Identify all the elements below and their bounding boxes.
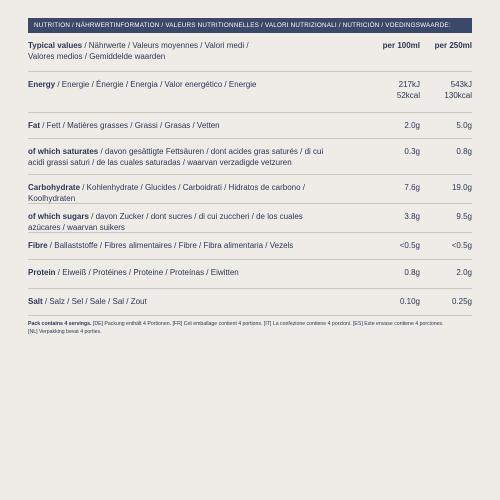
label: Protein / Eiweiß / Protéines / Proteine …: [28, 267, 328, 278]
nutrient-translations: / davon Zucker / dont sucres / di cui zu…: [28, 212, 303, 232]
value-per250: 0.8g: [456, 146, 472, 157]
label: Salt / Salz / Sel / Sale / Sal / Zout: [28, 296, 328, 307]
nutrient-name: Energy: [28, 80, 56, 89]
value: 2.0g: [456, 268, 472, 277]
value-per100: <0.5g: [400, 240, 420, 251]
value: 52kcal: [396, 91, 420, 100]
value: 2.0g: [404, 121, 420, 130]
value: 5.0g: [456, 121, 472, 130]
col-per250: per 250ml: [434, 41, 472, 50]
nutrient-row: Energy / Energie / Énergie / Energia / V…: [28, 72, 472, 113]
nutrient-row: Carbohydrate / Kohlenhydrate / Glucides …: [28, 175, 472, 204]
value: 0.8g: [404, 268, 420, 277]
value-per250: 5.0g: [456, 120, 472, 131]
nutrient-translations: / Ballaststoffe / Fibres alimentaires / …: [47, 241, 294, 250]
value: 130kcal: [444, 91, 472, 100]
nutrient-row: of which saturates / davon gesättigte Fe…: [28, 139, 472, 175]
value-per250: 19.0g: [452, 182, 472, 193]
label: Carbohydrate / Kohlenhydrate / Glucides …: [28, 182, 328, 204]
label-bold: Typical values: [28, 41, 83, 50]
value-per250: 2.0g: [456, 267, 472, 278]
nutrient-row: Salt / Salz / Sel / Sale / Sal / Zout 0.1…: [28, 289, 472, 316]
nutrient-row: Fibre / Ballaststoffe / Fibres alimentai…: [28, 233, 472, 260]
nutrient-name: Fat: [28, 121, 40, 130]
label-rest: / Nährwerte / Valeurs moyennes / Valori …: [28, 41, 249, 61]
value: 543kJ: [450, 80, 472, 89]
nutrient-name: of which sugars: [28, 212, 89, 221]
nutrient-row: of which sugars / davon Zucker / dont su…: [28, 204, 472, 233]
value: 217kJ: [398, 80, 420, 89]
nutrient-translations: / Eiweiß / Protéines / Proteine / Proteí…: [55, 268, 239, 277]
label: Typical values / Nährwerte / Valeurs moy…: [28, 40, 268, 62]
value-per100: 217kJ 52kcal: [397, 79, 420, 101]
nutrient-name: Carbohydrate: [28, 183, 81, 192]
nutrient-translations: / Salz / Sel / Sale / Sal / Zout: [42, 297, 147, 306]
value: 0.10g: [399, 297, 420, 306]
value-per100: 0.3g: [404, 146, 420, 157]
value: 9.5g: [456, 212, 472, 221]
label: Energy / Energie / Énergie / Energia / V…: [28, 79, 328, 90]
value: 7.6g: [404, 183, 420, 192]
value-per100: 2.0g: [404, 120, 420, 131]
label: Fibre / Ballaststoffe / Fibres alimentai…: [28, 240, 328, 251]
label: of which sugars / davon Zucker / dont su…: [28, 211, 328, 233]
value-per100: 0.10g: [400, 296, 420, 307]
nutrient-name: Salt: [28, 297, 43, 306]
nutrient-translations: / Energie / Énergie / Energia / Valor en…: [55, 80, 257, 89]
header-bar: NUTRITION / NÄHRWERTINFORMATION / VALEUR…: [28, 18, 472, 33]
value-per250: 0.25g: [452, 296, 472, 307]
footer: Pack contains 4 servings. [DE] Packung e…: [28, 316, 448, 336]
rows: Energy / Energie / Énergie / Energia / V…: [28, 72, 472, 316]
value-per250: <0.5g: [452, 240, 472, 251]
value-per250: 543kJ 130kcal: [444, 79, 472, 101]
value: <0.5g: [399, 241, 420, 250]
footer-text: [DE] Packung enthält 4 Portionen. [FR] C…: [28, 321, 444, 335]
nutrient-translations: / Kohlenhydrate / Glucides / Carboidrati…: [28, 183, 306, 203]
nutrient-row: Protein / Eiweiß / Protéines / Proteine …: [28, 260, 472, 289]
value: 3.8g: [404, 212, 420, 221]
value: 0.3g: [404, 147, 420, 156]
col-per100: per 100ml: [382, 41, 420, 50]
value: 0.25g: [451, 297, 472, 306]
nutrient-translations: / Fett / Matières grasses / Grassi / Gra…: [40, 121, 220, 130]
nutrient-name: Fibre: [28, 241, 48, 250]
column-header: Typical values / Nährwerte / Valeurs moy…: [28, 33, 472, 72]
label: of which saturates / davon gesättigte Fe…: [28, 146, 328, 168]
nutrient-translations: / davon gesättigte Fettsäuren / dont aci…: [28, 147, 324, 167]
nutrition-table: NUTRITION / NÄHRWERTINFORMATION / VALEUR…: [28, 18, 472, 336]
value: 0.8g: [456, 147, 472, 156]
label: Fat / Fett / Matières grasses / Grassi /…: [28, 120, 328, 131]
nutrient-name: Protein: [28, 268, 56, 277]
footer-bold: Pack contains 4 servings.: [28, 321, 92, 327]
value: 19.0g: [451, 183, 472, 192]
value-per100: 0.8g: [404, 267, 420, 278]
value: <0.5g: [451, 241, 472, 250]
nutrient-name: of which saturates: [28, 147, 99, 156]
value-per100: 3.8g: [404, 211, 420, 222]
nutrient-row: Fat / Fett / Matières grasses / Grassi /…: [28, 113, 472, 139]
value-per250: 9.5g: [456, 211, 472, 222]
value-per100: 7.6g: [404, 182, 420, 193]
